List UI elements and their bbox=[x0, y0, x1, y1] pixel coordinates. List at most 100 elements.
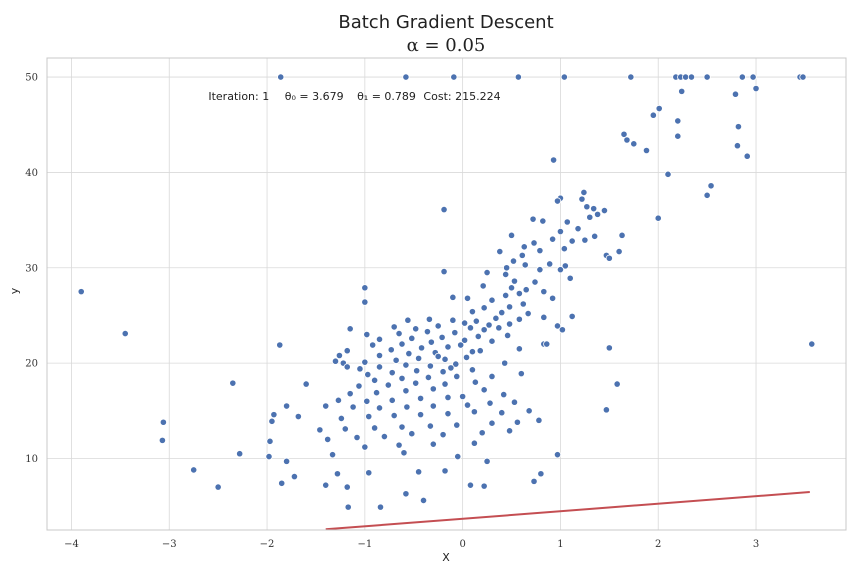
data-point bbox=[468, 348, 477, 356]
data-point bbox=[502, 270, 510, 279]
data-point bbox=[371, 376, 379, 384]
data-point bbox=[479, 282, 487, 290]
data-point bbox=[440, 267, 448, 276]
data-point bbox=[462, 353, 471, 362]
data-point bbox=[334, 396, 343, 404]
data-point bbox=[415, 354, 423, 362]
data-point bbox=[546, 260, 554, 268]
data-point bbox=[480, 326, 488, 334]
data-point bbox=[265, 452, 273, 461]
data-point bbox=[568, 312, 576, 321]
x-tick-label: −4 bbox=[64, 539, 79, 550]
data-point bbox=[283, 402, 291, 410]
data-point bbox=[328, 451, 337, 459]
data-point bbox=[283, 457, 291, 465]
data-point bbox=[429, 440, 437, 448]
data-point bbox=[738, 73, 746, 81]
data-point bbox=[412, 325, 420, 333]
data-point bbox=[355, 382, 363, 390]
data-point bbox=[591, 232, 599, 240]
data-point bbox=[627, 73, 635, 81]
data-point bbox=[375, 335, 384, 343]
data-point bbox=[369, 341, 377, 349]
data-point bbox=[427, 338, 435, 346]
data-point bbox=[363, 330, 371, 339]
data-point bbox=[236, 450, 244, 458]
data-point bbox=[580, 188, 588, 197]
y-tick-label: 50 bbox=[25, 73, 38, 84]
data-point bbox=[375, 363, 384, 371]
data-point bbox=[483, 457, 491, 465]
data-point bbox=[388, 396, 396, 404]
data-point bbox=[266, 437, 274, 445]
data-point bbox=[513, 418, 522, 426]
data-point bbox=[444, 393, 452, 402]
data-point bbox=[549, 294, 557, 302]
data-point bbox=[583, 203, 591, 211]
x-tick-label: −1 bbox=[357, 539, 372, 550]
y-tick-label: 40 bbox=[25, 168, 38, 179]
data-point bbox=[439, 368, 447, 376]
data-point bbox=[449, 293, 457, 301]
data-point bbox=[349, 403, 357, 411]
cost-text: Cost: 215.224 bbox=[423, 90, 500, 103]
data-point bbox=[468, 308, 477, 316]
data-point bbox=[447, 364, 455, 372]
data-point bbox=[439, 431, 447, 439]
data-point bbox=[540, 288, 548, 296]
data-point bbox=[365, 469, 373, 477]
data-point bbox=[530, 477, 538, 485]
data-point bbox=[615, 247, 623, 256]
data-point bbox=[392, 356, 400, 364]
data-point bbox=[361, 443, 369, 451]
data-point bbox=[682, 73, 690, 81]
x-tick-label: −3 bbox=[162, 539, 177, 550]
data-point bbox=[799, 73, 807, 81]
data-point bbox=[539, 217, 547, 225]
data-point bbox=[520, 243, 528, 251]
data-point bbox=[503, 264, 511, 272]
data-point bbox=[655, 104, 663, 113]
data-point bbox=[353, 433, 361, 442]
data-point bbox=[361, 284, 369, 292]
fit-line-layer bbox=[325, 491, 810, 531]
data-point bbox=[560, 73, 568, 81]
data-point bbox=[536, 247, 544, 255]
data-point bbox=[560, 245, 568, 253]
data-point bbox=[453, 421, 461, 429]
data-point bbox=[277, 73, 285, 81]
data-point bbox=[733, 142, 742, 150]
data-point bbox=[602, 406, 610, 414]
data-point bbox=[158, 436, 167, 444]
data-point bbox=[343, 347, 351, 355]
data-point bbox=[613, 380, 621, 388]
data-point bbox=[731, 90, 740, 98]
data-point bbox=[426, 362, 434, 370]
data-point bbox=[365, 412, 373, 421]
y-tick-label: 10 bbox=[25, 454, 38, 465]
data-point bbox=[485, 321, 493, 329]
data-point bbox=[674, 117, 682, 125]
data-point bbox=[380, 432, 388, 441]
data-point bbox=[457, 341, 465, 349]
data-point bbox=[514, 73, 522, 81]
theta0-text: θ₀ = 3.679 bbox=[285, 90, 344, 103]
y-tick-label: 20 bbox=[25, 359, 38, 370]
data-point bbox=[752, 84, 760, 93]
data-point bbox=[505, 427, 514, 435]
data-point bbox=[618, 231, 626, 239]
data-point bbox=[416, 394, 425, 403]
data-point bbox=[509, 257, 518, 265]
data-point bbox=[441, 355, 449, 363]
data-point bbox=[470, 408, 478, 416]
data-point bbox=[441, 467, 449, 475]
data-point bbox=[478, 429, 486, 437]
data-point bbox=[561, 262, 569, 270]
data-point bbox=[405, 349, 413, 358]
data-point bbox=[375, 404, 384, 412]
grid bbox=[47, 58, 846, 530]
data-point bbox=[507, 284, 516, 292]
data-point bbox=[344, 503, 352, 511]
data-point bbox=[495, 324, 503, 332]
data-point bbox=[398, 340, 406, 348]
